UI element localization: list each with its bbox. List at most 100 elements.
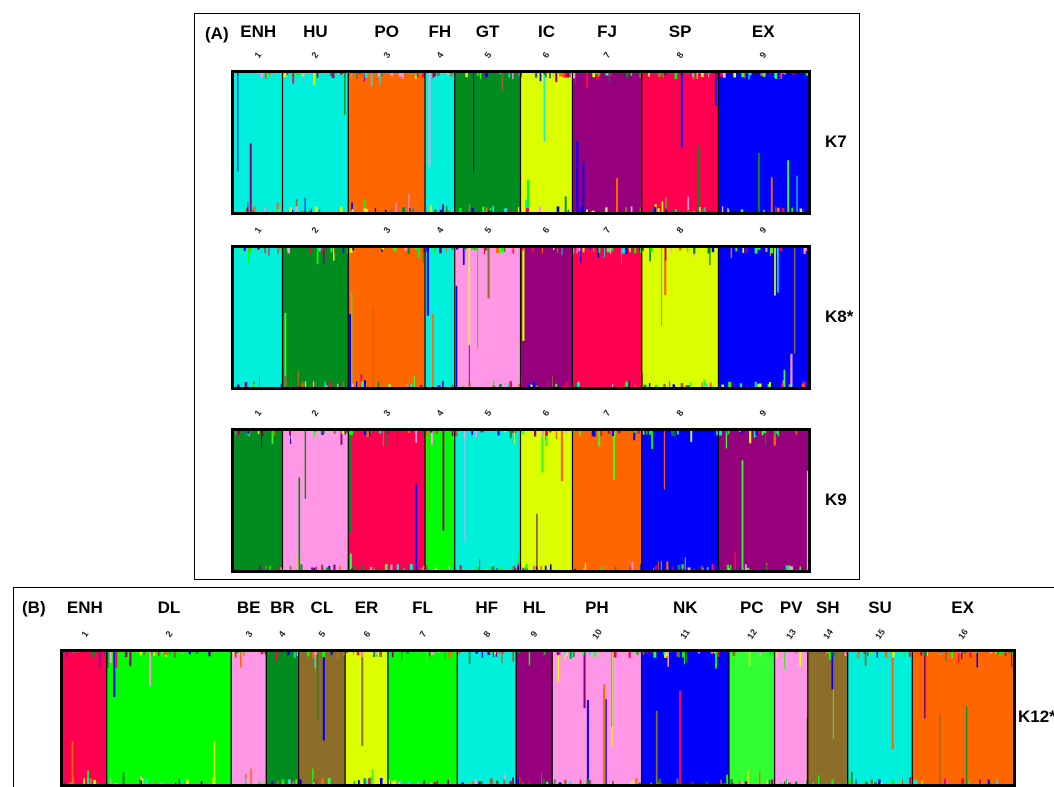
admixture-noise-3 — [349, 248, 428, 387]
population-label-br: BR — [270, 598, 295, 617]
population-label-enh: ENH — [66, 598, 103, 617]
cluster-block-2 — [282, 248, 349, 387]
cluster-block-7 — [387, 652, 458, 784]
structure-bars — [234, 431, 808, 570]
admixture-noise-1 — [235, 73, 280, 212]
cluster-block-5 — [298, 652, 346, 784]
cluster-block-10 — [552, 652, 642, 784]
cluster-block-3 — [348, 73, 426, 212]
population-label-be: BE — [236, 598, 261, 617]
admixture-noise-4 — [271, 652, 299, 784]
cluster-block-6 — [520, 248, 573, 387]
admixture-noise-8 — [648, 73, 719, 212]
admixture-noise-1 — [235, 431, 284, 570]
cluster-block-14 — [807, 652, 848, 784]
cluster-block-9 — [516, 652, 553, 784]
cluster-block-1 — [234, 73, 283, 212]
cluster-block-12 — [728, 652, 775, 784]
cluster-block-8 — [641, 73, 719, 212]
cluster-block-5 — [454, 73, 521, 212]
admixture-noise-2 — [106, 652, 216, 784]
admixture-noise-3 — [349, 431, 426, 570]
admixture-noise-9 — [721, 248, 807, 387]
population-label-enh: ENH — [240, 22, 277, 41]
admixture-noise-2 — [284, 248, 350, 387]
cluster-block-1 — [63, 652, 107, 784]
cluster-block-7 — [572, 248, 642, 387]
cluster-block-1 — [234, 431, 283, 570]
admixture-noise-16 — [913, 652, 1013, 784]
structure-plot-k12-star — [60, 649, 1016, 787]
structure-plot-k8-star — [231, 245, 811, 390]
cluster-block-8 — [641, 248, 719, 387]
cluster-block-2 — [282, 431, 349, 570]
population-label-hf: HF — [475, 598, 499, 617]
population-label-su: SU — [868, 598, 892, 617]
cluster-block-8 — [457, 652, 517, 784]
admixture-noise-4 — [425, 431, 457, 570]
cluster-block-11 — [641, 652, 729, 784]
cluster-block-3 — [348, 431, 426, 570]
k-label: K8* — [825, 306, 854, 326]
cluster-block-9 — [718, 431, 808, 570]
population-label-cl: CL — [310, 598, 334, 617]
cluster-block-13 — [774, 652, 808, 784]
panel-b-label: (B) — [22, 598, 46, 617]
population-label-ic: IC — [537, 22, 555, 41]
cluster-block-4 — [266, 652, 299, 784]
population-label-sp: SP — [668, 22, 692, 41]
admixture-noise-8 — [642, 431, 720, 570]
population-label-sh: SH — [815, 598, 840, 617]
admixture-noise-4 — [426, 248, 455, 387]
population-label-ph: PH — [585, 598, 609, 617]
population-label-fh: FH — [428, 22, 452, 41]
cluster-block-9 — [718, 248, 808, 387]
population-label-fj: FJ — [597, 22, 618, 41]
panel-a-label: (A) — [205, 24, 229, 43]
cluster-block-15 — [847, 652, 913, 784]
cluster-block-6 — [520, 73, 573, 212]
admixture-noise-5 — [459, 73, 521, 212]
cluster-block-2 — [282, 73, 349, 212]
admixture-noise-7 — [572, 248, 643, 387]
admixture-noise-9 — [720, 73, 808, 212]
admixture-noise-5 — [455, 248, 521, 387]
structure-plot-k7 — [231, 70, 811, 215]
cluster-block-7 — [572, 431, 642, 570]
admixture-noise-5 — [298, 652, 346, 784]
population-label-po: PO — [374, 22, 399, 41]
admixture-noise-6 — [521, 431, 568, 570]
k-label: K9 — [825, 489, 847, 509]
admixture-noise-15 — [848, 652, 912, 784]
admixture-noise-9 — [719, 431, 808, 570]
cluster-block-8 — [641, 431, 719, 570]
population-label-gt: GT — [475, 22, 500, 41]
population-label-fl: FL — [412, 598, 433, 617]
k-label: K7 — [825, 131, 847, 151]
population-label-er: ER — [354, 598, 379, 617]
structure-bars — [234, 73, 808, 212]
admixture-noise-8 — [642, 248, 715, 387]
cluster-block-1 — [234, 248, 283, 387]
population-label-pv: PV — [779, 598, 803, 617]
structure-bars — [234, 248, 808, 387]
population-label-ex: EX — [951, 598, 974, 617]
admixture-noise-8 — [458, 652, 515, 784]
cluster-block-3 — [231, 652, 267, 784]
admixture-noise-7 — [572, 73, 643, 212]
structure-plot-k9 — [231, 428, 811, 573]
cluster-block-4 — [425, 431, 455, 570]
structure-bars — [63, 652, 1013, 784]
cluster-block-4 — [425, 248, 455, 387]
population-label-hu: HU — [303, 22, 328, 41]
admixture-noise-4 — [428, 73, 453, 212]
admixture-noise-12 — [730, 652, 776, 784]
cluster-block-9 — [718, 73, 808, 212]
admixture-noise-10 — [552, 652, 641, 784]
cluster-block-16 — [912, 652, 1013, 784]
admixture-noise-3 — [350, 73, 427, 212]
population-label-pc: PC — [739, 598, 764, 617]
cluster-block-3 — [348, 248, 426, 387]
population-label-dl: DL — [157, 598, 181, 617]
admixture-noise-7 — [387, 652, 452, 784]
